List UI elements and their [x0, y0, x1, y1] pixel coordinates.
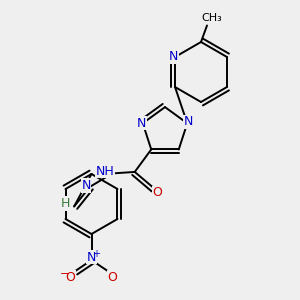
Text: CH₃: CH₃	[201, 13, 222, 23]
Text: O: O	[152, 186, 162, 200]
Text: N: N	[82, 179, 91, 192]
Text: −: −	[60, 269, 69, 279]
Text: H: H	[61, 197, 70, 210]
Text: NH: NH	[95, 164, 114, 178]
Text: N: N	[184, 115, 194, 128]
Text: N: N	[136, 117, 146, 130]
Text: +: +	[92, 249, 100, 259]
Text: N: N	[87, 250, 96, 264]
Text: O: O	[108, 271, 117, 284]
Text: N: N	[169, 50, 178, 64]
Text: O: O	[66, 271, 75, 284]
